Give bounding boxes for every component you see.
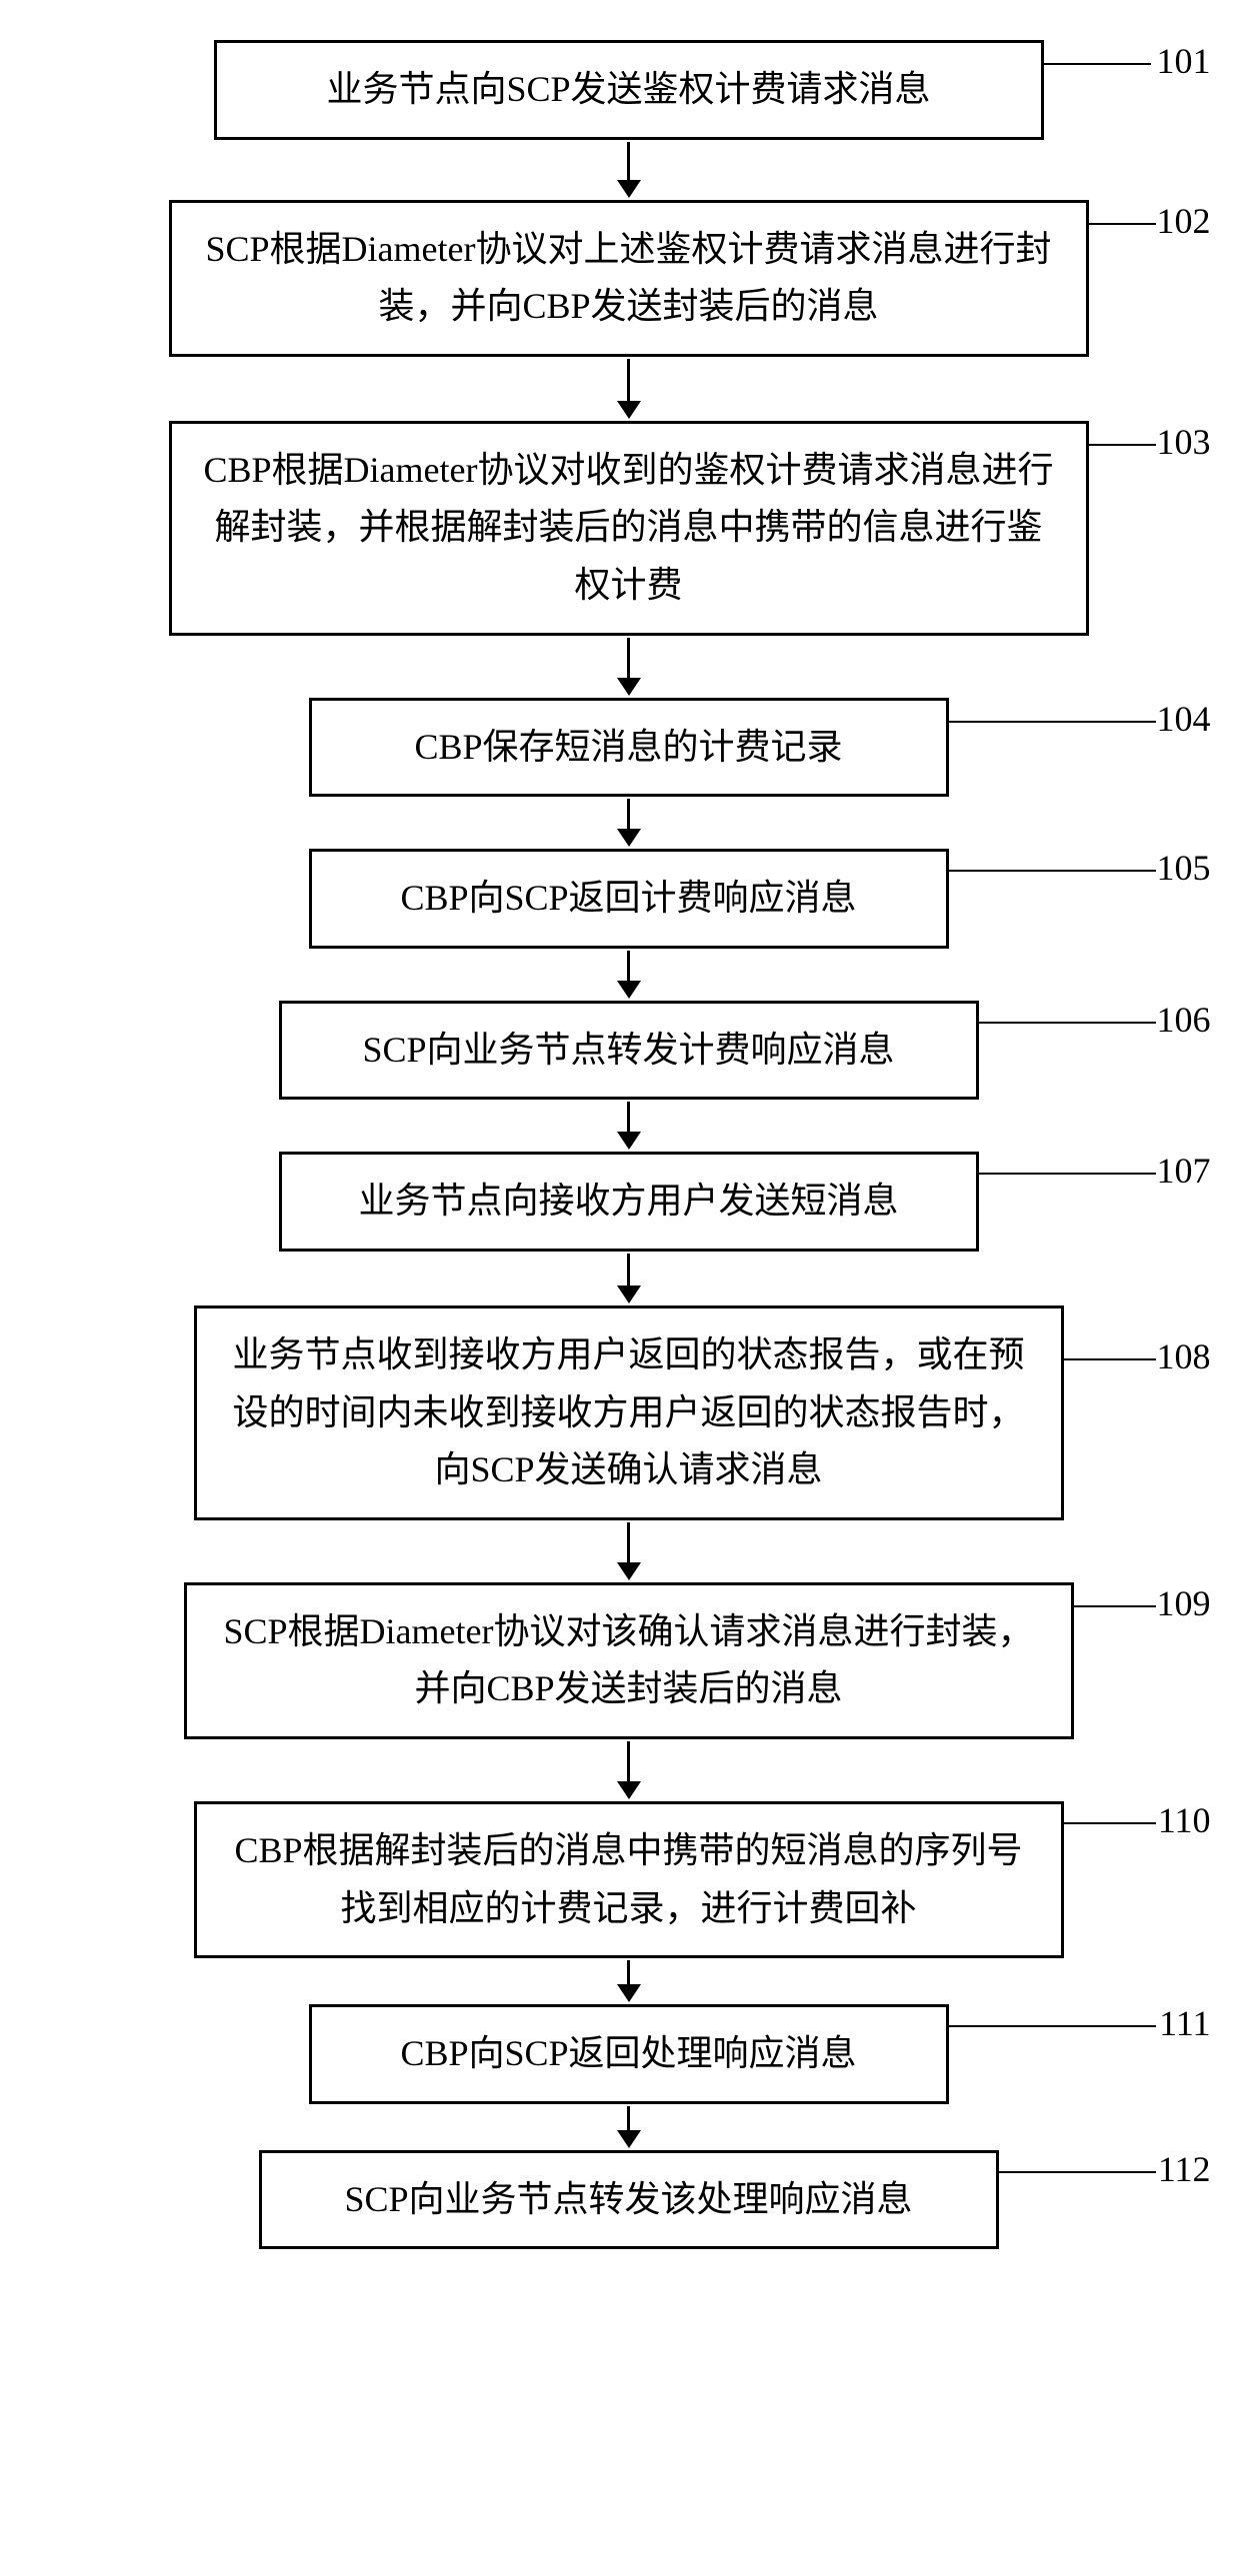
leader-line-102 xyxy=(1086,223,1156,225)
arrow-head-icon xyxy=(617,1562,641,1580)
step-row-112: SCP向业务节点转发该处理响应消息112 xyxy=(20,2150,1237,2250)
arrow-line-102 xyxy=(627,359,630,401)
leader-line-111 xyxy=(946,2025,1156,2027)
step-box-103: CBP根据Diameter协议对收到的鉴权计费请求消息进行解封装，并根据解封装后… xyxy=(169,421,1089,636)
step-row-106: SCP向业务节点转发计费响应消息106 xyxy=(20,1001,1237,1101)
step-text-107: 业务节点向接收方用户发送短消息 xyxy=(310,1173,948,1231)
step-text-111: CBP向SCP返回处理响应消息 xyxy=(340,2025,918,2083)
step-box-106: SCP向业务节点转发计费响应消息106 xyxy=(279,1001,979,1101)
step-box-110: CBP根据解封装后的消息中携带的短消息的序列号找到相应的计费记录，进行计费回补1… xyxy=(194,1801,1064,1958)
step-label-110: 110 xyxy=(1158,1792,1211,1850)
step-box-111: CBP向SCP返回处理响应消息111 xyxy=(309,2004,949,2104)
arrow-105 xyxy=(617,951,641,999)
leader-line-104 xyxy=(946,721,1156,723)
step-label-112: 112 xyxy=(1158,2141,1211,2199)
step-box-109: SCP根据Diameter协议对该确认请求消息进行封装，并向CBP发送封装后的消… xyxy=(184,1582,1074,1739)
arrow-110 xyxy=(617,1960,641,2002)
arrow-102 xyxy=(617,359,641,419)
arrow-104 xyxy=(617,799,641,847)
arrow-111 xyxy=(617,2106,641,2148)
step-box-104: CBP保存短消息的计费记录104 xyxy=(309,698,949,798)
leader-line-105 xyxy=(946,870,1156,872)
arrow-head-icon xyxy=(617,1132,641,1150)
leader-line-103 xyxy=(1086,444,1156,446)
leader-line-106 xyxy=(976,1022,1156,1024)
step-row-101: 业务节点向SCP发送鉴权计费请求消息101 xyxy=(20,40,1237,140)
step-row-108: 业务节点收到接收方用户返回的状态报告，或在预设的时间内未收到接收方用户返回的状态… xyxy=(20,1305,1237,1520)
step-box-112: SCP向业务节点转发该处理响应消息112 xyxy=(259,2150,999,2250)
step-box-101: 业务节点向SCP发送鉴权计费请求消息101 xyxy=(214,40,1044,140)
step-row-109: SCP根据Diameter协议对该确认请求消息进行封装，并向CBP发送封装后的消… xyxy=(20,1582,1237,1739)
arrow-103 xyxy=(617,638,641,696)
arrow-107 xyxy=(617,1254,641,1303)
step-label-109: 109 xyxy=(1157,1575,1211,1633)
arrow-head-icon xyxy=(617,180,641,198)
leader-line-112 xyxy=(996,2171,1156,2173)
step-row-102: SCP根据Diameter协议对上述鉴权计费请求消息进行封装，并向CBP发送封装… xyxy=(20,200,1237,357)
step-row-107: 业务节点向接收方用户发送短消息107 xyxy=(20,1152,1237,1252)
arrow-head-icon xyxy=(617,2130,641,2148)
step-text-106: SCP向业务节点转发计费响应消息 xyxy=(310,1022,948,1080)
step-row-111: CBP向SCP返回处理响应消息111 xyxy=(20,2004,1237,2104)
step-box-105: CBP向SCP返回计费响应消息105 xyxy=(309,849,949,949)
step-row-103: CBP根据Diameter协议对收到的鉴权计费请求消息进行解封装，并根据解封装后… xyxy=(20,421,1237,636)
step-label-103: 103 xyxy=(1157,414,1211,472)
arrow-106 xyxy=(617,1102,641,1150)
arrow-line-101 xyxy=(627,142,630,180)
step-label-107: 107 xyxy=(1157,1143,1211,1201)
step-text-112: SCP向业务节点转发该处理响应消息 xyxy=(290,2171,968,2229)
arrow-head-icon xyxy=(617,981,641,999)
arrow-head-icon xyxy=(617,401,641,419)
flowchart-container: 业务节点向SCP发送鉴权计费请求消息101 SCP根据Diameter协议对上述鉴… xyxy=(20,40,1237,2249)
step-label-101: 101 xyxy=(1157,33,1211,91)
arrow-head-icon xyxy=(617,1984,641,2002)
arrow-line-105 xyxy=(627,951,630,981)
arrow-head-icon xyxy=(617,829,641,847)
step-box-102: SCP根据Diameter协议对上述鉴权计费请求消息进行封装，并向CBP发送封装… xyxy=(169,200,1089,357)
step-box-108: 业务节点收到接收方用户返回的状态报告，或在预设的时间内未收到接收方用户返回的状态… xyxy=(194,1305,1064,1520)
arrow-108 xyxy=(617,1522,641,1580)
arrow-head-icon xyxy=(617,678,641,696)
step-text-105: CBP向SCP返回计费响应消息 xyxy=(340,870,918,928)
arrow-line-110 xyxy=(627,1960,630,1984)
step-text-109: SCP根据Diameter协议对该确认请求消息进行封装，并向CBP发送封装后的消… xyxy=(215,1603,1043,1718)
arrow-line-109 xyxy=(627,1741,630,1781)
arrow-line-104 xyxy=(627,799,630,829)
leader-line-110 xyxy=(1061,1822,1156,1824)
leader-line-107 xyxy=(976,1173,1156,1175)
arrow-head-icon xyxy=(617,1286,641,1303)
step-row-104: CBP保存短消息的计费记录104 xyxy=(20,698,1237,798)
arrow-line-111 xyxy=(627,2106,630,2130)
arrow-line-106 xyxy=(627,1102,630,1132)
leader-line-108 xyxy=(1061,1358,1156,1360)
arrow-line-108 xyxy=(627,1522,630,1562)
arrow-head-icon xyxy=(617,1781,641,1799)
leader-line-101 xyxy=(1041,63,1151,65)
arrow-101 xyxy=(617,142,641,198)
step-row-105: CBP向SCP返回计费响应消息105 xyxy=(20,849,1237,949)
step-label-106: 106 xyxy=(1157,992,1211,1050)
step-text-104: CBP保存短消息的计费记录 xyxy=(340,719,918,777)
step-text-102: SCP根据Diameter协议对上述鉴权计费请求消息进行封装，并向CBP发送封装… xyxy=(200,221,1058,336)
step-label-102: 102 xyxy=(1157,193,1211,251)
step-text-110: CBP根据解封装后的消息中携带的短消息的序列号找到相应的计费记录，进行计费回补 xyxy=(225,1822,1033,1937)
step-label-108: 108 xyxy=(1157,1328,1211,1386)
arrow-109 xyxy=(617,1741,641,1799)
step-text-108: 业务节点收到接收方用户返回的状态报告，或在预设的时间内未收到接收方用户返回的状态… xyxy=(225,1326,1033,1499)
step-box-107: 业务节点向接收方用户发送短消息107 xyxy=(279,1152,979,1252)
arrow-line-107 xyxy=(627,1254,630,1286)
step-row-110: CBP根据解封装后的消息中携带的短消息的序列号找到相应的计费记录，进行计费回补1… xyxy=(20,1801,1237,1958)
step-label-104: 104 xyxy=(1157,691,1211,749)
step-label-105: 105 xyxy=(1157,840,1211,898)
step-text-103: CBP根据Diameter协议对收到的鉴权计费请求消息进行解封装，并根据解封装后… xyxy=(200,442,1058,615)
leader-line-109 xyxy=(1071,1605,1156,1607)
step-text-101: 业务节点向SCP发送鉴权计费请求消息 xyxy=(245,61,1013,119)
step-label-111: 111 xyxy=(1159,1995,1210,2053)
arrow-line-103 xyxy=(627,638,630,678)
